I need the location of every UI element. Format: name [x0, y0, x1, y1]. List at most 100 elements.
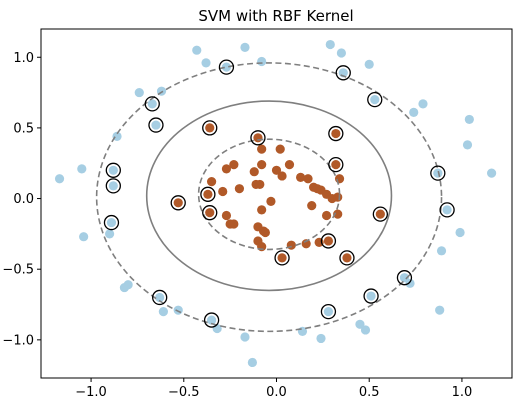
support-vector-ring — [105, 162, 121, 178]
x-tick-label: 0.0 — [266, 385, 287, 400]
support-vector-ring — [274, 250, 290, 266]
outer-class-point — [206, 315, 217, 325]
outer-class-point — [399, 273, 410, 283]
inner-class-point — [257, 160, 267, 170]
support-vector-ring — [105, 178, 121, 194]
x-tick-label: −1.0 — [75, 385, 107, 400]
outer-class-point — [436, 246, 447, 256]
inner-class-point — [323, 236, 334, 246]
outer-class-point — [418, 99, 428, 109]
inner-class-point — [286, 240, 296, 250]
inner-class-point — [277, 171, 287, 181]
support-vector-ring — [144, 96, 160, 112]
inner-class-point — [375, 209, 385, 219]
outer-class-point — [325, 39, 335, 50]
outer-class-point — [201, 58, 211, 68]
outer-class-point — [360, 325, 371, 335]
outer-class-point — [105, 229, 115, 239]
outer-class-point — [433, 168, 443, 178]
margin-contour — [197, 138, 341, 251]
outer-class-point — [240, 332, 250, 342]
outer-class-point — [54, 174, 65, 184]
outer-class-point — [323, 306, 334, 317]
outer-class-point — [257, 56, 267, 67]
x-tick-label: 1.0 — [452, 385, 473, 400]
outer-class-point — [409, 107, 419, 117]
outer-class-point — [435, 305, 445, 315]
inner-class-point — [277, 253, 287, 263]
inner-class-point — [255, 179, 265, 190]
inner-class-point — [205, 208, 215, 218]
inner-class-point — [307, 201, 317, 211]
inner-class-point — [284, 160, 295, 170]
support-vector-ring — [339, 250, 355, 266]
inner-class-point — [218, 186, 228, 197]
outer-class-point — [364, 59, 374, 69]
outer-class-point — [155, 292, 165, 303]
outer-class-point — [355, 319, 365, 329]
inner-class-point — [331, 128, 341, 139]
plot-area — [54, 39, 497, 368]
outer-class-point — [108, 165, 118, 175]
outer-class-point — [247, 357, 257, 368]
inner-class-point — [173, 198, 183, 208]
inner-class-point — [321, 210, 332, 221]
outer-class-point — [405, 278, 415, 288]
inner-class-point — [331, 160, 341, 170]
x-tick-label: −0.5 — [168, 385, 200, 400]
inner-class-point — [203, 189, 213, 199]
outer-class-point — [316, 333, 326, 344]
support-vector-ring — [202, 205, 218, 221]
y-tick-label: 1.0 — [13, 51, 34, 66]
outer-class-point — [192, 45, 202, 55]
support-vector-ring — [396, 270, 413, 286]
support-vector-ring — [320, 303, 337, 320]
y-tick-label: −0.5 — [2, 263, 34, 278]
outer-class-point — [370, 95, 380, 105]
outer-class-point — [240, 42, 250, 52]
support-vector-ring — [203, 312, 220, 328]
outer-class-point — [108, 181, 118, 191]
support-vector-ring — [148, 117, 164, 133]
outer-class-point — [77, 164, 87, 174]
inner-class-point — [303, 174, 313, 184]
inner-class-point — [266, 196, 276, 206]
outer-class-point — [487, 168, 497, 178]
inner-class-point — [225, 219, 235, 229]
y-tick-label: 0.0 — [13, 192, 34, 207]
inner-class-point — [257, 205, 267, 215]
support-vector-ring — [103, 214, 120, 231]
inner-class-point — [296, 172, 306, 182]
y-tick-label: −1.0 — [2, 333, 34, 348]
decision-boundary — [145, 100, 393, 292]
support-vector-ring — [152, 289, 168, 306]
outer-class-point — [462, 140, 473, 150]
support-vector-ring — [372, 206, 388, 222]
outer-class-point — [106, 217, 117, 228]
support-vector-ring — [218, 59, 235, 75]
x-tick-label: 0.5 — [359, 385, 380, 400]
y-tick-label: 0.5 — [13, 121, 34, 136]
outer-class-point — [147, 99, 157, 109]
outer-class-point — [134, 87, 144, 98]
outer-class-point — [151, 120, 161, 130]
inner-class-point — [333, 209, 343, 219]
inner-class-point — [229, 160, 239, 170]
support-vector-ring — [250, 130, 266, 146]
inner-class-point — [205, 123, 215, 133]
chart-title: SVM with RBF Kernel — [198, 7, 353, 25]
support-vector-ring — [170, 195, 186, 211]
support-vector-ring — [430, 165, 446, 181]
outer-class-point — [173, 305, 183, 315]
outer-class-point — [442, 205, 452, 215]
support-vector-ring — [439, 202, 455, 218]
inner-class-point — [275, 144, 285, 154]
inner-class-point — [271, 165, 282, 175]
support-vector-ring — [202, 120, 218, 136]
outer-class-point — [464, 114, 474, 125]
support-vector-ring — [328, 156, 344, 173]
outer-class-point — [221, 62, 232, 72]
support-vector-ring — [363, 288, 379, 304]
